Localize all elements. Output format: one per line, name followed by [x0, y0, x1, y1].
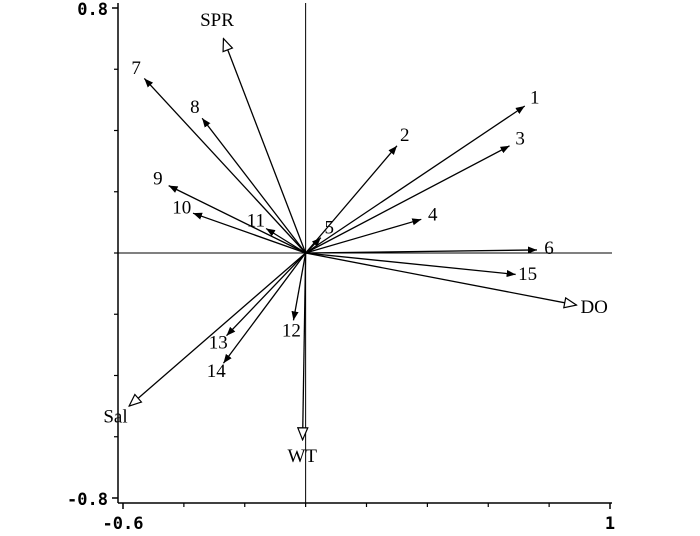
arrow-label: Sal — [103, 406, 127, 427]
arrow — [305, 252, 516, 278]
arrow-label: DO — [580, 297, 607, 318]
arrow — [305, 218, 422, 254]
arrow — [305, 237, 322, 254]
arrow — [143, 77, 307, 254]
y-tick-label: -0.8 — [67, 490, 108, 510]
arrow-label: 6 — [544, 238, 554, 259]
arrow-label: 7 — [131, 58, 141, 79]
arrow — [305, 145, 398, 254]
arrow — [192, 212, 306, 254]
arrow — [305, 246, 537, 254]
arrow-label: 9 — [153, 169, 163, 190]
x-tick-label: 1 — [605, 514, 615, 534]
arrow-label: 8 — [190, 97, 200, 118]
arrow-label: 15 — [518, 264, 537, 285]
arrow — [129, 252, 307, 406]
arrow — [222, 252, 307, 364]
arrow — [305, 105, 526, 254]
arrow — [201, 117, 307, 254]
arrow — [305, 252, 577, 305]
arrow-label: SPR — [200, 10, 234, 31]
arrow — [305, 145, 510, 254]
arrow-label: 11 — [247, 211, 265, 232]
arrow-label: 5 — [325, 218, 335, 239]
arrow-label: 4 — [428, 204, 438, 225]
arrow-label: 1 — [530, 88, 540, 109]
arrow-label: 12 — [282, 321, 301, 342]
arrow-label: WT — [288, 446, 318, 467]
x-tick-label: -0.6 — [103, 514, 144, 534]
arrow — [226, 252, 307, 337]
arrow — [265, 227, 306, 254]
arrow — [303, 252, 306, 440]
arrow — [168, 185, 306, 254]
arrow-label: 2 — [400, 125, 410, 146]
arrow-label: 14 — [207, 361, 227, 382]
arrow-label: 3 — [515, 129, 525, 150]
arrow — [291, 252, 307, 321]
arrow — [223, 39, 307, 254]
arrow-label: 13 — [209, 333, 228, 354]
y-tick-label: 0.8 — [77, 0, 108, 20]
arrow-label: 10 — [172, 198, 191, 219]
